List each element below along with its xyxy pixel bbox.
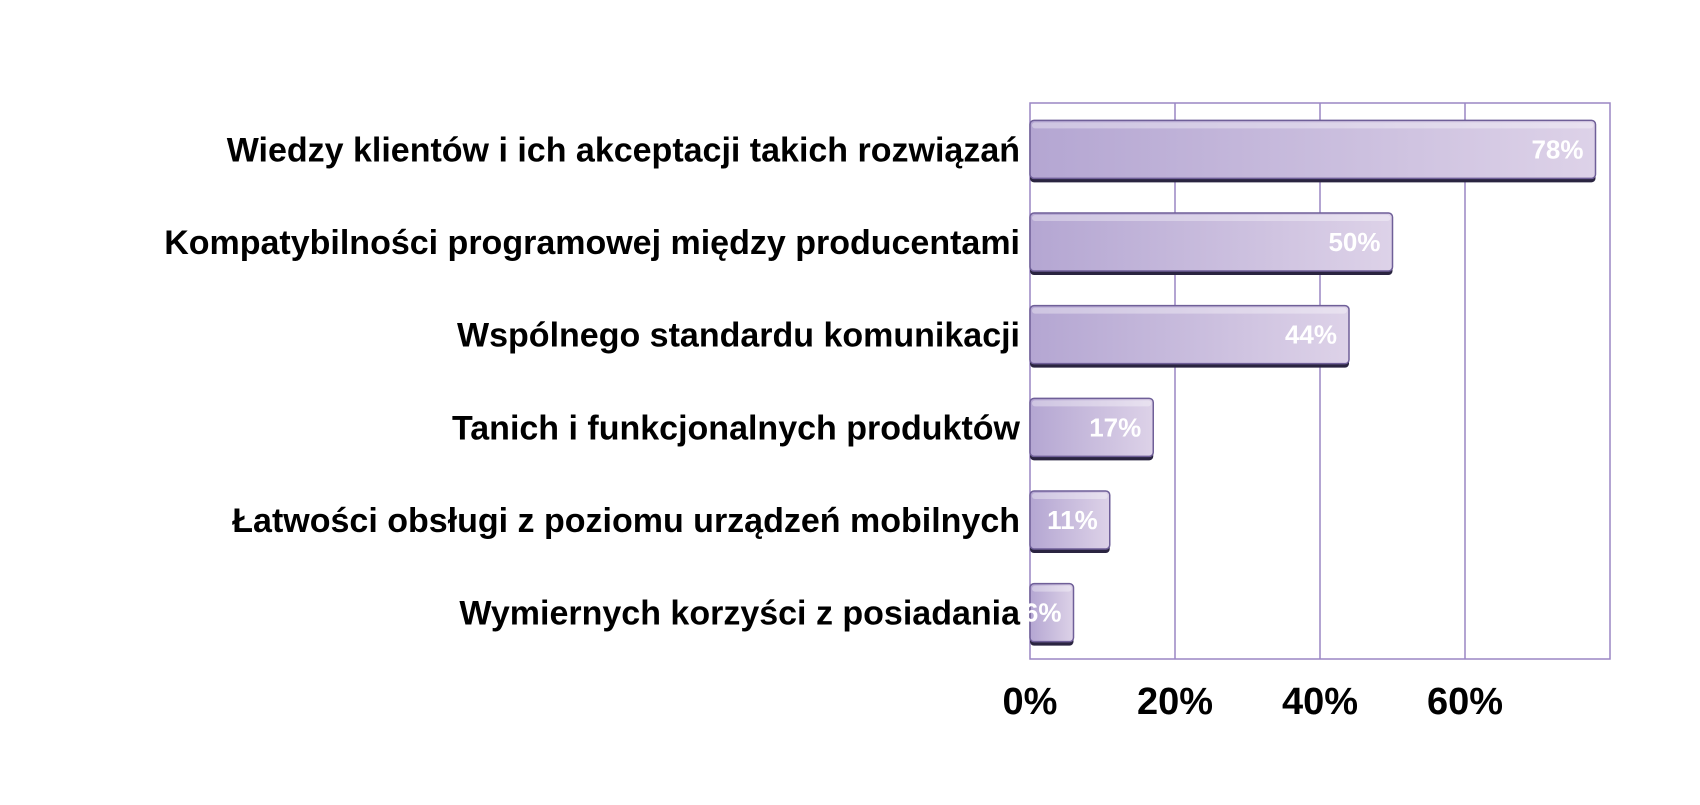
bar-highlight bbox=[1032, 307, 1347, 314]
x-tick-label: 0% bbox=[1003, 681, 1058, 723]
x-axis-ticks: 0% 20% 40% 60% bbox=[1003, 681, 1503, 723]
category-label: Tanich i funkcjonalnych produktów bbox=[452, 409, 1021, 447]
category-labels: Wiedzy klientów i ich akceptacji takich … bbox=[164, 131, 1021, 632]
data-label: 11% bbox=[1047, 505, 1098, 535]
x-tick-label: 20% bbox=[1137, 681, 1213, 723]
bar bbox=[1029, 490, 1111, 550]
data-label: 44% bbox=[1285, 320, 1337, 350]
data-label: 50% bbox=[1328, 227, 1380, 257]
data-label: 6% bbox=[1024, 598, 1062, 628]
bar-highlight bbox=[1032, 493, 1108, 499]
bar bbox=[1029, 397, 1154, 458]
x-tick-label: 40% bbox=[1282, 681, 1358, 723]
category-label: Wiedzy klientów i ich akceptacji takich … bbox=[227, 131, 1020, 169]
bar-highlight bbox=[1032, 400, 1152, 407]
category-label: Kompatybilności programowej między produ… bbox=[164, 224, 1020, 262]
bar bbox=[1029, 582, 1075, 643]
bar bbox=[1029, 212, 1394, 272]
category-label: Wspólnego standardu komunikacji bbox=[457, 317, 1020, 355]
bar bbox=[1029, 304, 1350, 365]
bar-highlight bbox=[1032, 122, 1594, 129]
data-label: 78% bbox=[1531, 134, 1583, 164]
bar-highlight bbox=[1032, 585, 1072, 592]
category-label: Łatwości obsługi z poziomu urządzeń mobi… bbox=[232, 502, 1020, 540]
data-label: 17% bbox=[1089, 412, 1141, 442]
bars-layer: 78% 50% 44% 17% 11% 6% bbox=[1024, 119, 1597, 646]
x-tick-label: 60% bbox=[1427, 681, 1503, 723]
category-label: Wymiernych korzyści z posiadania bbox=[459, 595, 1021, 633]
bar bbox=[1029, 119, 1597, 180]
grid-layer bbox=[1029, 102, 1611, 660]
bar-highlight bbox=[1032, 215, 1391, 221]
